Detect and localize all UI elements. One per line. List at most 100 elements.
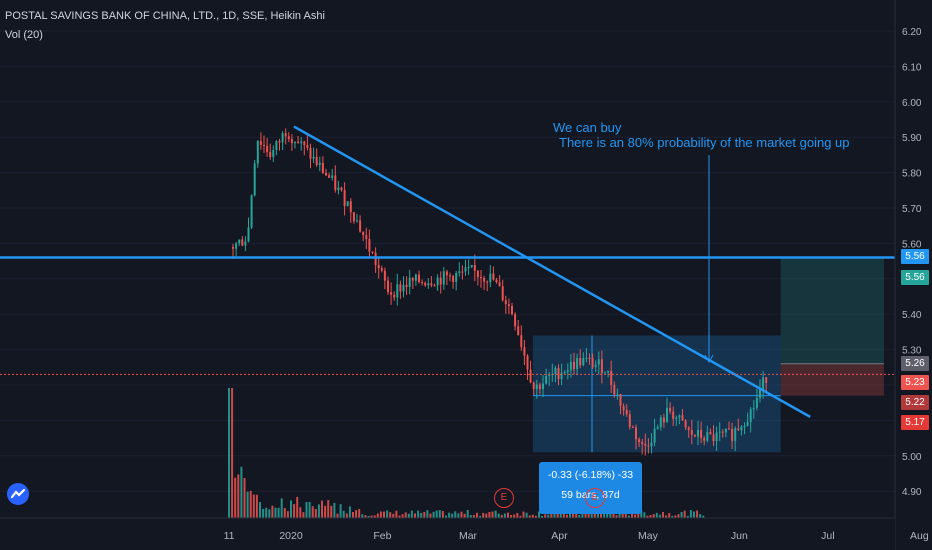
candle-body: [337, 187, 340, 191]
candle-body: [480, 277, 482, 279]
volume-bar: [507, 512, 509, 518]
candle-body: [746, 422, 749, 426]
candle-body: [641, 441, 644, 444]
candle-body: [759, 389, 761, 398]
candle-body: [281, 133, 284, 143]
candle-body: [294, 141, 296, 144]
candle-body: [436, 277, 439, 286]
candle-body: [628, 414, 631, 427]
candle-body: [427, 283, 430, 286]
candle-body: [232, 246, 234, 249]
earnings-event-marker[interactable]: E: [494, 488, 514, 508]
volume-bar: [401, 514, 404, 518]
volume-bar: [426, 510, 429, 518]
candle-body: [424, 282, 427, 286]
volume-bar: [621, 510, 624, 518]
candle-body: [554, 367, 557, 374]
volume-bar: [516, 512, 519, 518]
chart-title: POSTAL SAVINGS BANK OF CHINA, LTD., 1D, …: [5, 10, 325, 22]
volume-bar: [311, 506, 314, 518]
volume-bar: [544, 514, 547, 518]
candle-body: [573, 361, 575, 370]
volume-indicator-label[interactable]: Vol (20): [5, 29, 43, 41]
candle-body: [278, 141, 281, 143]
volume-bar: [640, 510, 643, 518]
volume-bar: [370, 515, 373, 518]
volume-bar: [569, 511, 571, 518]
position-stop-zone: [780, 363, 884, 396]
arrow-head-icon: [704, 354, 714, 364]
candle-body: [591, 358, 594, 368]
candle-body: [514, 314, 517, 327]
candle-body: [684, 420, 687, 428]
candle-body: [631, 426, 634, 428]
candle-body: [762, 377, 765, 390]
volume-bar: [581, 512, 584, 518]
volume-bar: [479, 515, 482, 518]
candle-body: [597, 359, 600, 365]
volume-bar: [702, 515, 705, 518]
volume-bar: [460, 511, 463, 518]
candle-body: [647, 445, 650, 447]
volume-bar: [482, 512, 485, 518]
candle-body: [476, 270, 479, 278]
time-tick-label: 2020: [279, 530, 303, 542]
volume-bar: [237, 474, 240, 518]
volume-bar: [352, 511, 354, 518]
candle-body: [737, 428, 740, 431]
volume-bar: [463, 513, 466, 518]
volume-bar: [255, 494, 258, 518]
volume-bar: [627, 515, 630, 518]
candle-body: [383, 270, 386, 281]
volume-bar: [466, 510, 469, 518]
candle-body: [697, 429, 699, 437]
volume-bar: [438, 510, 441, 518]
tradingview-logo-icon[interactable]: [7, 483, 29, 505]
candle-body: [532, 382, 535, 389]
volume-bar: [417, 510, 420, 518]
volume-bar: [631, 513, 633, 518]
earnings-event-marker[interactable]: E: [585, 488, 605, 508]
volume-bar: [572, 510, 575, 518]
candles: [232, 128, 768, 456]
volume-bar: [259, 502, 261, 518]
candle-body: [312, 156, 315, 159]
volume-bar: [497, 513, 500, 518]
candle-body: [560, 372, 563, 380]
candle-body: [700, 429, 703, 439]
position-target-zone: [780, 257, 884, 364]
candle-body: [734, 428, 737, 441]
price-tick-label: 5.80: [902, 169, 922, 180]
candle-body: [433, 285, 436, 287]
range-box: [532, 257, 884, 453]
price-tick-label: 5.70: [902, 204, 922, 215]
candle-body: [393, 294, 396, 298]
candle-body: [749, 409, 752, 423]
volume-bar: [488, 512, 491, 518]
volume-bar: [404, 512, 407, 518]
volume-bar: [457, 513, 460, 518]
volume-bar: [513, 514, 516, 518]
time-tick-label: May: [638, 530, 659, 542]
volume-bar: [367, 515, 370, 518]
volume-bar: [593, 512, 596, 518]
candle-body: [610, 370, 613, 385]
candle-body: [563, 371, 566, 373]
volume-bar: [398, 515, 401, 518]
candle-body: [724, 428, 727, 433]
candle-body: [328, 175, 331, 178]
volume-bars: [228, 388, 705, 518]
candle-body: [504, 300, 507, 305]
price-tick-label: 5.00: [902, 452, 922, 463]
candle-body: [275, 141, 278, 150]
candle-body: [492, 273, 495, 280]
candle-body: [259, 141, 262, 146]
volume-bar: [389, 512, 392, 518]
candle-body: [442, 271, 445, 285]
volume-bar: [531, 514, 534, 518]
candle-body: [681, 415, 684, 421]
trendline: [293, 125, 811, 418]
volume-bar: [683, 510, 686, 518]
time-tick-label: Aug: [910, 530, 929, 542]
